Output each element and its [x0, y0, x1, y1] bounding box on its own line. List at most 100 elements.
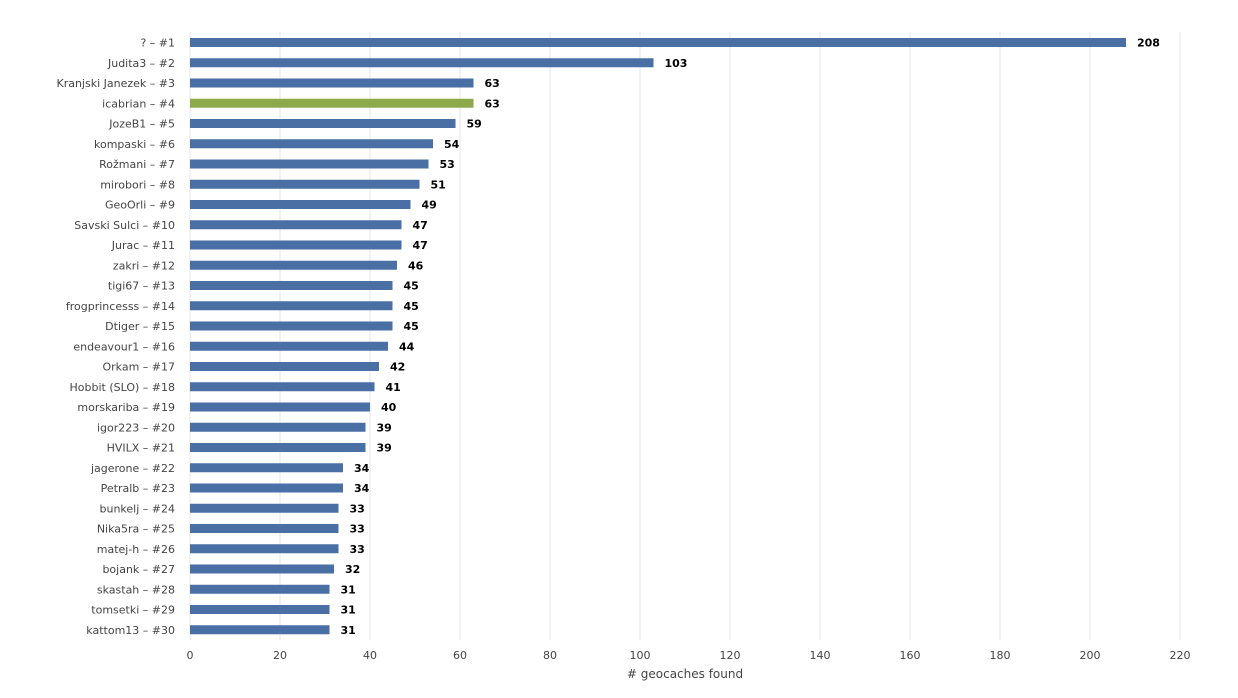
- x-tick-label: 0: [187, 649, 194, 662]
- value-label: 32: [345, 563, 360, 576]
- value-label: 59: [467, 118, 482, 131]
- category-label: Hobbit (SLO) – #18: [70, 381, 176, 394]
- x-tick-label: 200: [1080, 649, 1101, 662]
- category-label: bunkelj – #24: [100, 502, 176, 515]
- category-label: Petralb – #23: [101, 482, 175, 495]
- x-tick-label: 220: [1170, 649, 1191, 662]
- x-axis-title: # geocaches found: [627, 667, 743, 681]
- bar[interactable]: [190, 463, 343, 473]
- bar[interactable]: [190, 220, 402, 230]
- value-label: 45: [404, 280, 419, 293]
- bar[interactable]: [190, 564, 334, 574]
- category-label: ? – #1: [140, 37, 175, 50]
- x-tick-label: 40: [363, 649, 377, 662]
- bar[interactable]: [190, 605, 330, 614]
- value-label: 31: [341, 604, 356, 617]
- gridlines: [189, 32, 1181, 640]
- value-label: 31: [341, 583, 356, 596]
- category-label: Nika5ra – #25: [97, 523, 175, 536]
- category-label: morskariba – #19: [77, 401, 175, 414]
- bar[interactable]: [190, 362, 379, 371]
- value-label: 51: [431, 178, 446, 191]
- category-label: kattom13 – #30: [86, 624, 175, 637]
- x-tick-label: 120: [720, 649, 741, 662]
- bar[interactable]: [190, 179, 420, 189]
- value-label: 34: [354, 482, 370, 495]
- value-labels: 2081036363595453514947474645454544424140…: [341, 37, 1160, 637]
- category-label: GeoOrli – #9: [105, 199, 175, 212]
- x-tick-label: 60: [453, 649, 467, 662]
- bar[interactable]: [190, 281, 393, 290]
- value-label: 33: [350, 543, 365, 556]
- value-label: 63: [485, 97, 500, 110]
- value-label: 44: [399, 340, 415, 353]
- value-label: 41: [386, 381, 401, 394]
- category-label: Kranjski Janezek – #3: [56, 77, 175, 90]
- value-label: 208: [1137, 37, 1160, 50]
- category-label: frogprincesss – #14: [66, 300, 175, 313]
- bar[interactable]: [190, 341, 388, 351]
- value-label: 40: [381, 401, 397, 414]
- bar[interactable]: [190, 483, 343, 493]
- bar[interactable]: [190, 503, 339, 513]
- value-label: 45: [404, 300, 419, 313]
- bar[interactable]: [190, 38, 1126, 47]
- bar[interactable]: [190, 382, 375, 392]
- category-label: kompaski – #6: [94, 138, 175, 151]
- value-label: 46: [408, 259, 424, 272]
- bar[interactable]: [190, 584, 330, 594]
- value-label: 49: [422, 199, 437, 212]
- value-label: 39: [377, 421, 392, 434]
- bar[interactable]: [190, 301, 393, 311]
- category-label: matej-h – #26: [97, 543, 175, 556]
- bar[interactable]: [190, 200, 411, 209]
- category-label: Judita3 – #2: [107, 57, 175, 70]
- bar[interactable]: [190, 78, 474, 88]
- category-label: jagerone – #22: [90, 462, 175, 475]
- category-label: zakri – #12: [113, 259, 175, 272]
- x-tick-label: 140: [810, 649, 831, 662]
- bar[interactable]: [190, 402, 370, 412]
- category-label: tomsetki – #29: [91, 604, 175, 617]
- category-label: mirobori – #8: [100, 178, 175, 191]
- value-label: 54: [444, 138, 460, 151]
- category-label: Rožmani – #7: [99, 158, 175, 171]
- category-label: icabrian – #4: [102, 97, 175, 110]
- value-label: 53: [440, 158, 455, 171]
- bar[interactable]: [190, 119, 456, 128]
- category-label: Jurac – #11: [111, 239, 175, 252]
- x-tick-label: 180: [990, 649, 1011, 662]
- bar[interactable]: [190, 422, 366, 432]
- bar[interactable]: [190, 321, 393, 331]
- bar[interactable]: [190, 139, 433, 149]
- category-label: bojank – #27: [102, 563, 175, 576]
- value-label: 33: [350, 502, 365, 515]
- value-label: 63: [485, 77, 500, 90]
- x-tick-label: 100: [630, 649, 651, 662]
- category-label: HVILX – #21: [107, 442, 175, 455]
- bar[interactable]: [190, 58, 654, 68]
- category-label: endeavour1 – #16: [73, 340, 175, 353]
- bar[interactable]: [190, 443, 366, 452]
- value-label: 39: [377, 442, 392, 455]
- value-label: 33: [350, 523, 365, 536]
- x-tick-label: 20: [273, 649, 287, 662]
- bar[interactable]: [190, 544, 339, 554]
- category-label: skastah – #28: [97, 583, 175, 596]
- bar[interactable]: [190, 240, 402, 250]
- x-tick-label: 160: [900, 649, 921, 662]
- value-label: 42: [390, 361, 405, 374]
- bar[interactable]: [190, 260, 397, 270]
- bar[interactable]: [190, 98, 474, 108]
- category-labels: ? – #1 Judita3 – #2 Kranjski Janezek – #3 i…: [56, 37, 175, 637]
- bars: [190, 38, 1126, 635]
- category-label: tigi67 – #13: [108, 280, 175, 293]
- x-axis-ticks: 0 20 40 60 80 100 120 140 160 180 200 220: [187, 649, 1191, 662]
- bar[interactable]: [190, 159, 429, 169]
- category-label: Orkam – #17: [102, 361, 175, 374]
- category-label: JozeB1 – #5: [108, 118, 175, 131]
- bar[interactable]: [190, 625, 330, 635]
- bar[interactable]: [190, 524, 339, 533]
- value-label: 34: [354, 462, 370, 475]
